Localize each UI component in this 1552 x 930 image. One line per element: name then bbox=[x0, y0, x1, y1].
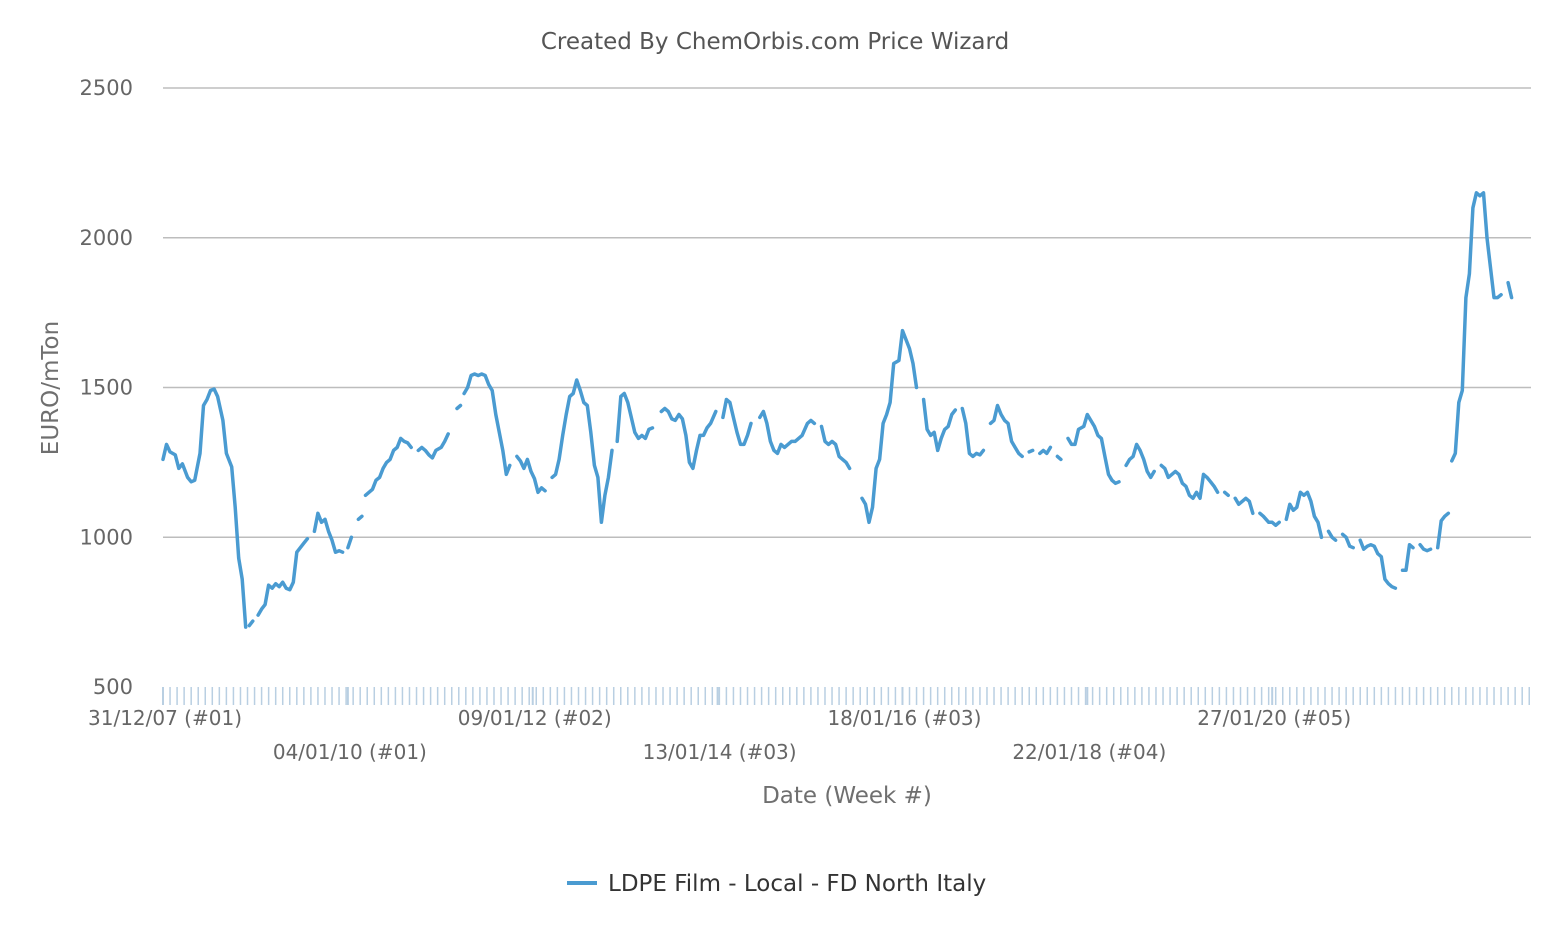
series-line-segment bbox=[1284, 490, 1324, 540]
x-tick-label: 09/01/12 (#02) bbox=[458, 706, 612, 730]
grid-lines bbox=[163, 87, 1531, 538]
series-line-segment bbox=[1450, 191, 1503, 463]
series-line-segment bbox=[1340, 532, 1355, 550]
x-tick-label: 13/01/14 (#03) bbox=[643, 740, 797, 764]
chart-title: Created By ChemOrbis.com Price Wizard bbox=[541, 29, 1009, 55]
series-line-segment bbox=[1506, 280, 1514, 300]
series-line-segment bbox=[346, 535, 354, 550]
series-line-segment bbox=[1400, 542, 1415, 572]
x-axis-label: Date (Week #) bbox=[762, 783, 932, 809]
x-tick-label: 18/01/16 (#03) bbox=[827, 706, 981, 730]
series-line-segment bbox=[1038, 445, 1053, 456]
series-line-segment bbox=[1435, 511, 1451, 550]
y-tick-label: 2500 bbox=[80, 76, 133, 100]
series-line-segment bbox=[363, 436, 413, 498]
series-line-segment bbox=[721, 397, 753, 447]
series-line-segment bbox=[1159, 463, 1220, 501]
series-line-segment bbox=[659, 406, 718, 471]
series-line-segment bbox=[1358, 538, 1398, 590]
series-line-segment bbox=[960, 406, 986, 459]
series-line-segment bbox=[416, 432, 450, 460]
series-line-segment bbox=[1222, 490, 1230, 498]
series-line-segment bbox=[1233, 496, 1255, 516]
series-line-segment bbox=[515, 454, 547, 495]
x-tick-label: 04/01/10 (#01) bbox=[273, 740, 427, 764]
series-line-segment bbox=[1124, 442, 1156, 480]
x-axis-minor-ticks bbox=[162, 687, 1530, 705]
series-line-segment bbox=[819, 424, 852, 471]
y-axis-ticks: 500 1000 1500 2000 2500 bbox=[80, 76, 133, 699]
series-line-segment bbox=[988, 403, 1024, 459]
series-line-segment bbox=[247, 619, 255, 628]
y-tick-label: 1000 bbox=[80, 525, 133, 549]
series-line-segment bbox=[312, 511, 345, 554]
series-line-segment bbox=[615, 391, 655, 444]
y-axis-label: EURO/mTon bbox=[38, 321, 64, 455]
x-tick-label: 22/01/18 (#04) bbox=[1012, 740, 1166, 764]
y-tick-label: 2000 bbox=[80, 226, 133, 250]
x-axis-ticks: 31/12/07 (#01) 04/01/10 (#01) 09/01/12 (#0… bbox=[88, 687, 1351, 764]
series-line-segment bbox=[1066, 412, 1121, 486]
series-line-segment bbox=[1326, 529, 1338, 542]
series-line-segment bbox=[256, 536, 310, 617]
series-line-segment bbox=[1055, 454, 1063, 462]
series-line-segment bbox=[550, 378, 614, 525]
series-line-segment bbox=[1027, 448, 1035, 454]
x-tick-label: 31/12/07 (#01) bbox=[88, 706, 242, 730]
series-line-segment bbox=[356, 514, 364, 522]
plot-area bbox=[161, 191, 1514, 629]
series-line-segment bbox=[161, 387, 248, 629]
series-line-segment bbox=[1418, 542, 1433, 553]
series-line-segment bbox=[921, 397, 958, 453]
legend[interactable]: LDPE Film - Local - FD North Italy bbox=[567, 871, 986, 897]
series-line-segment bbox=[462, 372, 512, 477]
series-line-segment bbox=[758, 409, 817, 456]
series-line-segment bbox=[1258, 511, 1281, 528]
legend-label: LDPE Film - Local - FD North Italy bbox=[608, 871, 986, 897]
series-line-segment bbox=[860, 328, 919, 525]
x-tick-label: 27/01/20 (#05) bbox=[1197, 706, 1351, 730]
y-tick-label: 500 bbox=[93, 675, 133, 699]
y-tick-label: 1500 bbox=[80, 376, 133, 400]
series-line-segment bbox=[455, 403, 463, 411]
